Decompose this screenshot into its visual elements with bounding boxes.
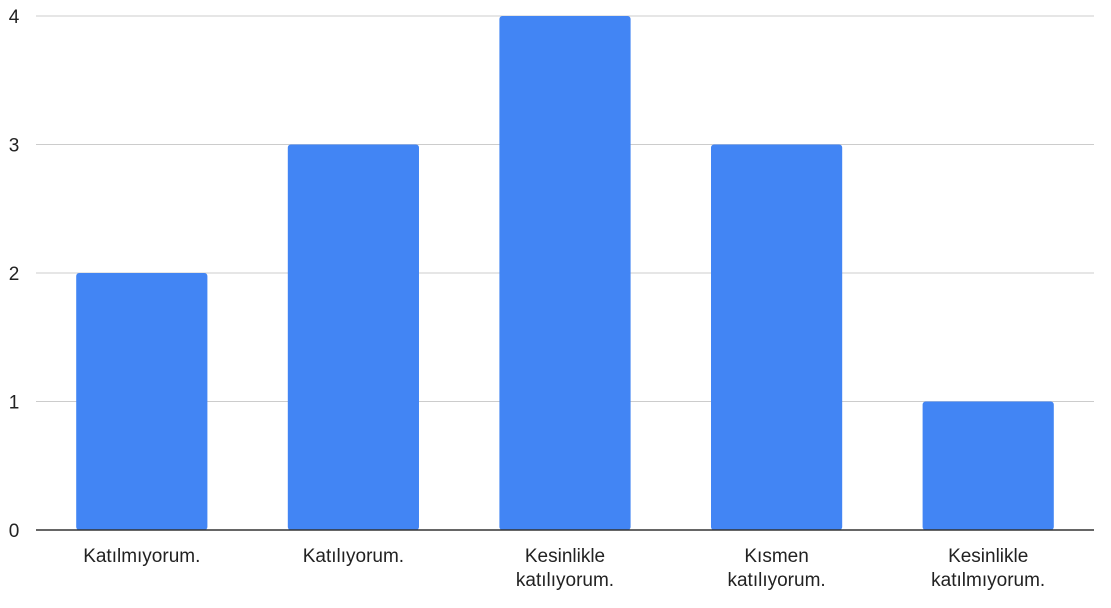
bar: [499, 16, 631, 530]
x-tick-label: Kısmen katılıyorum.: [727, 546, 825, 591]
bars: [76, 16, 1054, 530]
x-tick-label: Katılmıyorum.: [83, 546, 200, 567]
x-tick-label-line: Kesinlikle: [948, 546, 1028, 567]
x-tick-label: Katılıyorum.: [303, 546, 404, 567]
y-tick-labels: 0 1 2 3 4: [9, 7, 20, 542]
x-tick-label-line: katılmıyorum.: [931, 570, 1045, 591]
y-tick-label: 0: [9, 521, 20, 542]
bar: [711, 144, 843, 530]
x-tick-labels: Katılmıyorum. Katılıyorum. Kesinlikle katıl…: [83, 546, 1045, 591]
x-tick-label: Kesinlikle katılmıyorum.: [931, 546, 1045, 591]
x-tick-label-line: katılıyorum.: [727, 570, 825, 591]
y-tick-label: 3: [9, 136, 20, 157]
bar: [76, 273, 208, 530]
x-tick-label: Kesinlikle katılıyorum.: [516, 546, 614, 591]
x-tick-label-line: katılıyorum.: [516, 570, 614, 591]
y-tick-label: 4: [9, 7, 20, 28]
x-tick-label-line: Kesinlikle: [525, 546, 605, 567]
x-tick-label-line: Katılıyorum.: [303, 546, 404, 567]
bar: [922, 401, 1054, 530]
bar: [287, 144, 419, 530]
x-tick-label-line: Kısmen: [744, 546, 808, 567]
x-tick-label-line: Katılmıyorum.: [83, 546, 200, 567]
y-tick-label: 2: [9, 264, 20, 285]
y-tick-label: 1: [9, 393, 20, 414]
